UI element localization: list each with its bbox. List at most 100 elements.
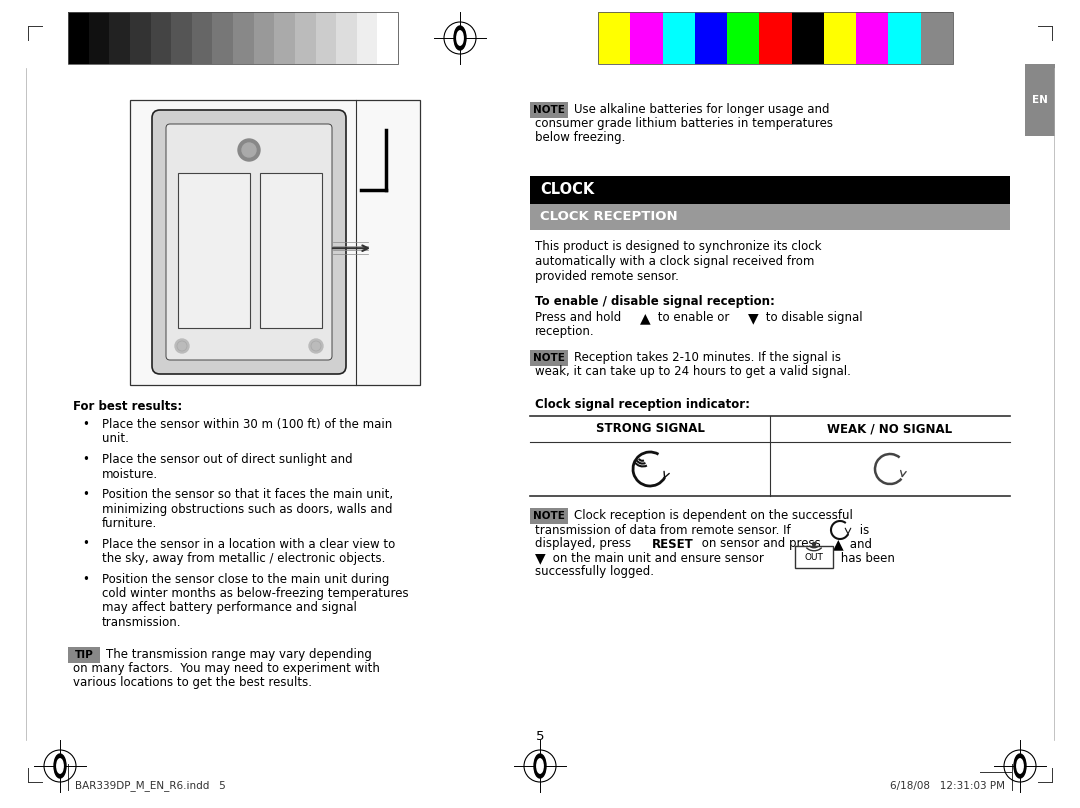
FancyBboxPatch shape <box>152 110 346 374</box>
Text: the sky, away from metallic / electronic objects.: the sky, away from metallic / electronic… <box>102 552 386 565</box>
Text: •: • <box>82 418 89 431</box>
Text: to enable or: to enable or <box>654 311 733 324</box>
Bar <box>68 645 455 696</box>
Text: NOTE: NOTE <box>534 105 565 115</box>
Bar <box>598 12 631 64</box>
Text: STRONG SIGNAL: STRONG SIGNAL <box>595 423 704 436</box>
Text: •: • <box>82 453 89 466</box>
Bar <box>377 12 399 64</box>
Bar <box>274 12 295 64</box>
Bar <box>530 508 568 524</box>
Bar <box>1025 64 1055 136</box>
Text: •: • <box>82 488 89 501</box>
Text: weak, it can take up to 24 hours to get a valid signal.: weak, it can take up to 24 hours to get … <box>535 365 851 378</box>
Text: To enable / disable signal reception:: To enable / disable signal reception: <box>535 295 774 308</box>
Text: OUT: OUT <box>805 553 823 562</box>
Circle shape <box>175 339 189 353</box>
Text: on the main unit and ensure sensor: on the main unit and ensure sensor <box>549 552 768 565</box>
Text: •: • <box>82 537 89 550</box>
Bar <box>233 12 254 64</box>
Ellipse shape <box>537 759 543 773</box>
Bar <box>68 12 399 64</box>
Text: CLOCK RECEPTION: CLOCK RECEPTION <box>540 211 677 224</box>
Bar <box>694 12 727 64</box>
Text: EN: EN <box>1032 95 1048 105</box>
Bar <box>213 12 233 64</box>
Bar <box>921 12 953 64</box>
Text: Place the sensor out of direct sunlight and: Place the sensor out of direct sunlight … <box>102 453 353 466</box>
Text: Press and hold: Press and hold <box>535 311 625 324</box>
Text: RESET: RESET <box>652 537 693 550</box>
Text: ▲: ▲ <box>833 537 843 551</box>
Text: is: is <box>856 524 869 537</box>
Bar <box>662 12 694 64</box>
Text: consumer grade lithium batteries in temperatures: consumer grade lithium batteries in temp… <box>535 117 833 131</box>
Text: transmission.: transmission. <box>102 616 181 629</box>
Bar <box>792 12 824 64</box>
Text: WEAK / NO SIGNAL: WEAK / NO SIGNAL <box>827 423 953 436</box>
Text: Position the sensor close to the main unit during: Position the sensor close to the main un… <box>102 573 390 586</box>
Bar <box>89 12 109 64</box>
Text: provided remote sensor.: provided remote sensor. <box>535 270 679 283</box>
Ellipse shape <box>454 26 465 50</box>
Text: furniture.: furniture. <box>102 517 158 530</box>
Bar <box>68 646 100 663</box>
Bar <box>530 350 568 366</box>
Text: Position the sensor so that it faces the main unit,: Position the sensor so that it faces the… <box>102 488 393 501</box>
Bar <box>130 12 150 64</box>
Text: For best results:: For best results: <box>73 400 183 413</box>
Ellipse shape <box>1014 754 1026 778</box>
Text: transmission of data from remote sensor. If: transmission of data from remote sensor.… <box>535 524 795 537</box>
Bar <box>192 12 213 64</box>
Bar <box>68 12 89 64</box>
Text: successfully logged.: successfully logged. <box>535 566 654 579</box>
Text: automatically with a clock signal received from: automatically with a clock signal receiv… <box>535 255 814 268</box>
Bar <box>795 546 833 568</box>
Bar <box>889 12 921 64</box>
Text: may affect battery performance and signal: may affect battery performance and signa… <box>102 601 356 615</box>
Text: minimizing obstructions such as doors, walls and: minimizing obstructions such as doors, w… <box>102 503 392 516</box>
Text: Clock reception is dependent on the successful: Clock reception is dependent on the succ… <box>573 510 853 523</box>
Text: The transmission range may vary depending: The transmission range may vary dependin… <box>106 648 372 661</box>
Bar <box>260 173 322 328</box>
Text: various locations to get the best results.: various locations to get the best result… <box>73 676 312 689</box>
Circle shape <box>238 139 260 161</box>
Bar <box>856 12 889 64</box>
Circle shape <box>309 339 323 353</box>
Text: •: • <box>82 573 89 586</box>
Bar <box>178 173 249 328</box>
Ellipse shape <box>54 754 66 778</box>
Text: TIP: TIP <box>75 650 93 659</box>
Bar <box>530 204 1010 230</box>
Text: Use alkaline batteries for longer usage and: Use alkaline batteries for longer usage … <box>573 103 829 116</box>
Bar <box>759 12 792 64</box>
Text: on many factors.  You may need to experiment with: on many factors. You may need to experim… <box>73 662 380 675</box>
Bar <box>150 12 171 64</box>
Bar <box>631 12 662 64</box>
Text: NOTE: NOTE <box>534 353 565 363</box>
Text: ▲: ▲ <box>640 311 650 325</box>
Text: unit.: unit. <box>102 432 129 445</box>
Bar <box>824 12 856 64</box>
Text: and: and <box>846 537 872 550</box>
Text: ▼: ▼ <box>748 311 758 325</box>
Bar <box>130 100 420 385</box>
Text: 5: 5 <box>536 730 544 743</box>
Text: Reception takes 2-10 minutes. If the signal is: Reception takes 2-10 minutes. If the sig… <box>573 351 841 364</box>
Text: BAR339DP_M_EN_R6.indd   5: BAR339DP_M_EN_R6.indd 5 <box>75 781 226 792</box>
Ellipse shape <box>534 754 546 778</box>
Text: 6/18/08   12:31:03 PM: 6/18/08 12:31:03 PM <box>890 781 1005 791</box>
Bar <box>315 12 336 64</box>
Ellipse shape <box>457 31 463 45</box>
Text: CLOCK: CLOCK <box>540 183 594 197</box>
Text: ▼: ▼ <box>535 551 545 565</box>
Circle shape <box>242 143 256 157</box>
Bar <box>171 12 192 64</box>
Bar <box>295 12 315 64</box>
Text: displayed, press: displayed, press <box>535 537 635 550</box>
FancyBboxPatch shape <box>166 124 332 360</box>
Ellipse shape <box>57 759 64 773</box>
Text: Place the sensor within 30 m (100 ft) of the main: Place the sensor within 30 m (100 ft) of… <box>102 418 392 431</box>
Text: NOTE: NOTE <box>534 511 565 521</box>
Text: moisture.: moisture. <box>102 468 158 481</box>
